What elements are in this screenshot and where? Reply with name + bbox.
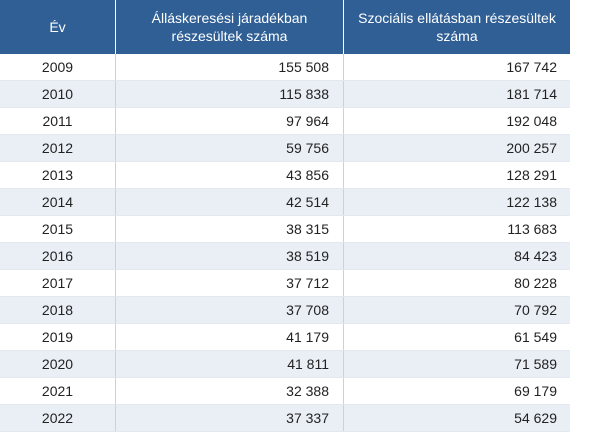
table-row: 2018 37 708 70 792 [0, 297, 570, 324]
cell-unemployment-benefit: 42 514 [115, 189, 343, 215]
cell-unemployment-benefit: 59 756 [115, 135, 343, 161]
cell-social-benefit: 200 257 [343, 135, 570, 161]
cell-social-benefit: 54 629 [343, 405, 570, 431]
cell-year: 2018 [41, 302, 74, 318]
cell-social-benefit: 167 742 [343, 54, 570, 80]
table-row: 2016 38 519 84 423 [0, 243, 570, 270]
cell-year: 2019 [41, 329, 74, 345]
cell-year: 2014 [41, 194, 74, 210]
table-row: 2017 37 712 80 228 [0, 270, 570, 297]
cell-social-benefit: 71 589 [343, 351, 570, 377]
cell-unemployment-benefit: 32 388 [115, 378, 343, 404]
cell-unemployment-benefit: 37 337 [115, 405, 343, 431]
cell-unemployment-benefit: 37 712 [115, 270, 343, 296]
cell-social-benefit: 181 714 [343, 81, 570, 107]
cell-unemployment-benefit: 38 519 [115, 243, 343, 269]
cell-unemployment-benefit: 115 838 [115, 81, 343, 107]
cell-year: 2015 [41, 221, 74, 237]
table-row: 2015 38 315 113 683 [0, 216, 570, 243]
table-row: 2014 42 514 122 138 [0, 189, 570, 216]
table-row: 2019 41 179 61 549 [0, 324, 570, 351]
cell-unemployment-benefit: 41 811 [115, 351, 343, 377]
cell-year: 2021 [41, 383, 74, 399]
data-table: Év Álláskeresési járadékban részesültek … [0, 0, 570, 432]
table-row: 2013 43 856 128 291 [0, 162, 570, 189]
cell-unemployment-benefit: 155 508 [115, 54, 343, 80]
cell-year: 2020 [41, 356, 74, 372]
cell-social-benefit: 61 549 [343, 324, 570, 350]
header-social-benefit: Szociális ellátásban részesültek száma [343, 0, 570, 54]
header-year: Év [49, 19, 66, 35]
cell-unemployment-benefit: 38 315 [115, 216, 343, 242]
table-row: 2011 97 964 192 048 [0, 108, 570, 135]
header-unemployment-benefit: Álláskeresési járadékban részesültek szá… [115, 0, 343, 54]
cell-social-benefit: 80 228 [343, 270, 570, 296]
cell-social-benefit: 192 048 [343, 108, 570, 134]
table-row: 2012 59 756 200 257 [0, 135, 570, 162]
cell-social-benefit: 70 792 [343, 297, 570, 323]
table-header: Év Álláskeresési járadékban részesültek … [0, 0, 570, 54]
table-row: 2010 115 838 181 714 [0, 81, 570, 108]
cell-year: 2022 [41, 410, 74, 426]
cell-social-benefit: 113 683 [343, 216, 570, 242]
cell-year: 2011 [42, 113, 73, 129]
cell-year: 2013 [41, 167, 74, 183]
cell-unemployment-benefit: 41 179 [115, 324, 343, 350]
cell-year: 2016 [41, 248, 74, 264]
cell-social-benefit: 128 291 [343, 162, 570, 188]
table-body: 2009 155 508 167 742 2010 115 838 181 71… [0, 54, 570, 432]
cell-year: 2009 [41, 59, 74, 75]
cell-unemployment-benefit: 37 708 [115, 297, 343, 323]
table-row: 2021 32 388 69 179 [0, 378, 570, 405]
cell-year: 2017 [41, 275, 74, 291]
cell-unemployment-benefit: 97 964 [115, 108, 343, 134]
cell-unemployment-benefit: 43 856 [115, 162, 343, 188]
cell-social-benefit: 84 423 [343, 243, 570, 269]
cell-social-benefit: 69 179 [343, 378, 570, 404]
table-row: 2022 37 337 54 629 [0, 405, 570, 432]
cell-year: 2010 [41, 86, 74, 102]
cell-social-benefit: 122 138 [343, 189, 570, 215]
cell-year: 2012 [41, 140, 74, 156]
table-row: 2009 155 508 167 742 [0, 54, 570, 81]
table-row: 2020 41 811 71 589 [0, 351, 570, 378]
